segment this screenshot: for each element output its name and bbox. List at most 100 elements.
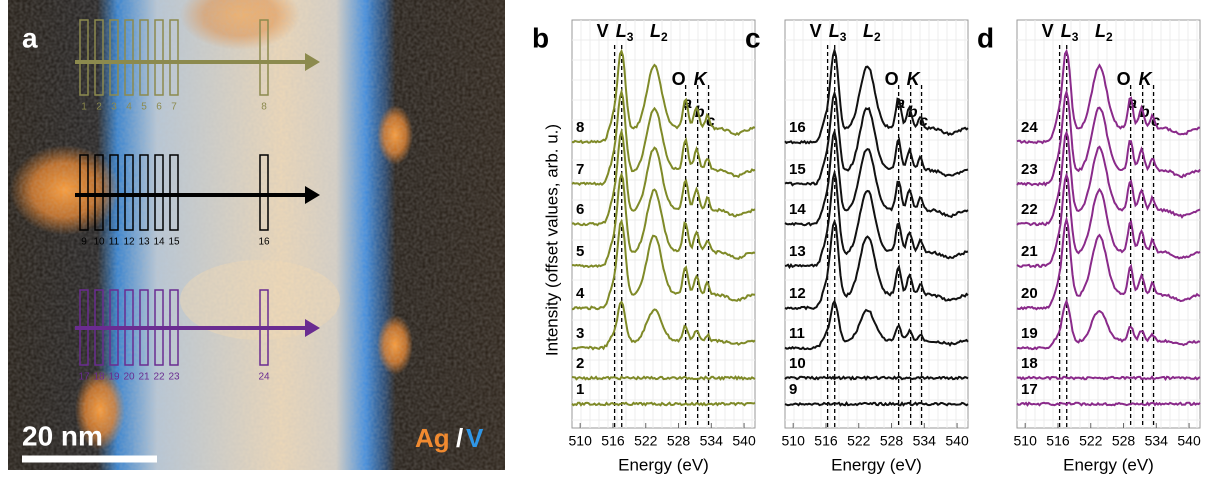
edge-label: K <box>1139 69 1154 89</box>
spectrum <box>571 300 756 351</box>
panel-label: a <box>22 22 38 53</box>
x-axis-label: Energy (eV) <box>1063 455 1154 474</box>
x-axis-label: Energy (eV) <box>618 455 709 474</box>
spectrum-label: 22 <box>1021 201 1038 218</box>
panel-label: c <box>745 22 761 53</box>
spectrum <box>1016 88 1201 187</box>
x-tick-label: 516 <box>814 433 838 449</box>
spectrum-label: 12 <box>789 285 806 302</box>
x-tick-label: 510 <box>1014 433 1038 449</box>
panel-label: b <box>532 22 549 53</box>
scan-box <box>139 19 149 96</box>
x-tick-label: 540 <box>732 433 756 449</box>
arrow-head <box>305 186 320 204</box>
edge-subscript: 3 <box>840 30 847 44</box>
spectrum-label: 9 <box>789 381 797 398</box>
edge-label: L <box>650 21 661 41</box>
box-label: 15 <box>168 237 180 248</box>
box-label: 20 <box>123 372 135 383</box>
box-label: 8 <box>261 102 267 113</box>
edge-label: K <box>907 69 922 89</box>
spectrum-label: 6 <box>576 201 584 218</box>
box-label: 7 <box>171 102 177 113</box>
spectrum-label: 14 <box>789 201 806 218</box>
spectrum <box>784 218 969 311</box>
spectrum-label: 15 <box>789 161 806 178</box>
edge-subscript: 2 <box>874 30 881 44</box>
box-label: 5 <box>141 102 147 113</box>
x-axis-label: Energy (eV) <box>831 455 922 474</box>
scan-box <box>259 154 269 231</box>
scale-bar-label: 20 nm <box>22 420 103 451</box>
scan-box <box>124 19 134 96</box>
spectrum <box>571 127 756 227</box>
box-label: 18 <box>93 372 105 383</box>
spectrum-label: 1 <box>576 381 584 398</box>
x-tick-label: 534 <box>700 433 724 449</box>
box-label: 3 <box>111 102 117 113</box>
spectrum-label: 2 <box>576 355 584 372</box>
x-tick-label: 522 <box>634 433 658 449</box>
box-label: 13 <box>138 237 150 248</box>
spectrum <box>784 46 969 145</box>
edge-subscript: 2 <box>661 30 668 44</box>
box-label: 1 <box>81 102 87 113</box>
box-label: 12 <box>123 237 135 248</box>
spectrum-label: 10 <box>789 355 806 372</box>
spectrum <box>571 218 756 311</box>
box-label: 17 <box>78 372 90 383</box>
scan-box <box>169 19 179 96</box>
scan-box <box>94 154 104 231</box>
spectrum <box>571 401 756 407</box>
legend-ag: Ag <box>415 423 450 453</box>
x-tick-label: 540 <box>1177 433 1201 449</box>
x-tick-label: 510 <box>569 433 593 449</box>
box-label: 11 <box>109 237 120 248</box>
box-label: 4 <box>126 102 132 113</box>
spectrum-label: 17 <box>1021 381 1038 398</box>
scan-box <box>109 19 119 96</box>
scan-box <box>139 154 149 231</box>
edge-label: K <box>694 69 709 89</box>
box-label: 14 <box>153 237 165 248</box>
scan-box <box>79 154 89 231</box>
box-label: 19 <box>108 372 120 383</box>
spectrum <box>784 128 969 227</box>
spectrum-label: 3 <box>576 325 584 342</box>
legend-slash: / <box>456 423 463 453</box>
x-tick-label: 528 <box>667 433 691 449</box>
box-label: 6 <box>156 102 162 113</box>
box-label: 22 <box>153 372 165 383</box>
scan-box <box>109 154 119 231</box>
map-noise <box>8 0 505 470</box>
spectrum-label: 16 <box>789 119 806 136</box>
box-label: 2 <box>96 102 102 113</box>
spectrum <box>784 375 969 382</box>
x-tick-label: 510 <box>782 433 806 449</box>
spectrum <box>571 375 756 381</box>
spectrum <box>1016 401 1201 407</box>
box-label: 24 <box>258 372 270 383</box>
scan-box <box>79 19 89 96</box>
spectrum-label: 5 <box>576 243 584 260</box>
y-axis-label: Intensity (offset values, arb. u.) <box>542 124 561 356</box>
spectrum <box>572 171 756 269</box>
x-tick-label: 516 <box>1046 433 1070 449</box>
box-label: 10 <box>93 237 105 248</box>
edge-label: O <box>885 69 899 89</box>
spectrum <box>1016 171 1201 269</box>
edge-subscript: 3 <box>627 30 634 44</box>
spectrum-label: 13 <box>789 243 806 260</box>
x-tick-label: 522 <box>1079 433 1103 449</box>
spectrum <box>571 48 756 145</box>
scan-box <box>154 154 164 231</box>
spectrum <box>1016 129 1201 227</box>
spectrum-label: 11 <box>789 325 805 342</box>
edge-subscript: 3 <box>1072 30 1079 44</box>
x-tick-label: 534 <box>1145 433 1169 449</box>
box-label: 9 <box>81 237 87 248</box>
scan-box <box>124 154 134 231</box>
spectrum <box>1016 215 1201 311</box>
spectrum <box>784 89 969 187</box>
